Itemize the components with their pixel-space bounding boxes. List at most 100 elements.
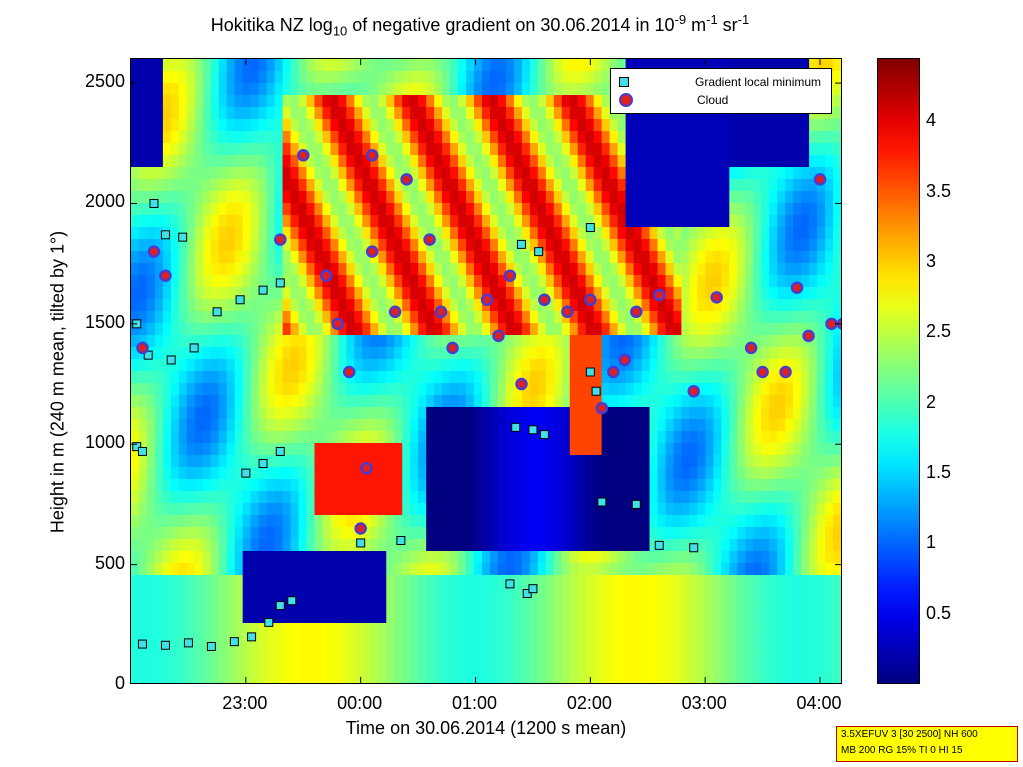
heatmap-cell bbox=[194, 647, 204, 660]
heatmap-cell bbox=[131, 251, 140, 264]
heatmap-cell bbox=[186, 71, 196, 84]
heatmap-cell bbox=[673, 539, 683, 552]
heatmap-cell bbox=[753, 455, 762, 468]
heatmap-cell bbox=[569, 419, 579, 432]
heatmap-cell bbox=[450, 515, 459, 528]
heatmap-cell bbox=[753, 251, 762, 264]
heatmap-cell bbox=[737, 371, 746, 384]
heatmap-cell bbox=[521, 311, 531, 324]
heatmap-cell bbox=[202, 347, 212, 360]
heatmap-cell bbox=[138, 227, 148, 240]
heatmap-cell bbox=[226, 671, 236, 683]
heatmap-cell bbox=[178, 455, 188, 468]
heatmap-cell bbox=[314, 491, 324, 504]
heatmap-cell bbox=[474, 299, 483, 312]
heatmap-cell bbox=[681, 335, 691, 348]
heatmap-cell bbox=[577, 203, 587, 216]
heatmap-cell bbox=[234, 671, 244, 683]
heatmap-cell bbox=[378, 143, 387, 156]
heatmap-cell bbox=[745, 395, 754, 408]
heatmap-cell bbox=[394, 479, 403, 492]
heatmap-cell bbox=[338, 251, 347, 264]
heatmap-cell bbox=[585, 419, 595, 432]
heatmap-cell bbox=[210, 311, 220, 324]
heatmap-cell bbox=[234, 275, 244, 288]
heatmap-cell bbox=[577, 419, 587, 432]
heatmap-cell bbox=[609, 251, 619, 264]
heatmap-cell bbox=[545, 599, 555, 612]
heatmap-cell bbox=[545, 299, 555, 312]
heatmap-cell bbox=[450, 383, 459, 396]
heatmap-cell bbox=[226, 611, 236, 624]
heatmap-cell bbox=[729, 455, 738, 468]
heatmap-cell bbox=[314, 155, 324, 168]
heatmap-cell bbox=[489, 275, 499, 288]
heatmap-cell bbox=[410, 203, 419, 216]
heatmap-cell bbox=[434, 647, 443, 660]
heatmap-cell bbox=[234, 467, 244, 480]
heatmap-cell bbox=[314, 167, 324, 180]
heatmap-cell bbox=[753, 527, 762, 540]
heatmap-cell bbox=[154, 635, 164, 648]
heatmap-cell bbox=[697, 119, 706, 132]
heatmap-cell bbox=[641, 647, 651, 660]
heatmap-cell bbox=[250, 575, 260, 588]
heatmap-cell bbox=[266, 479, 276, 492]
heatmap-cell bbox=[410, 275, 419, 288]
heatmap-cell bbox=[378, 119, 387, 132]
heatmap-cell bbox=[194, 659, 204, 672]
heatmap-cell bbox=[545, 359, 555, 372]
heatmap-cell bbox=[458, 647, 467, 660]
heatmap-cell bbox=[138, 503, 148, 516]
heatmap-cell bbox=[641, 59, 651, 72]
heatmap-cell bbox=[202, 599, 212, 612]
heatmap-cell bbox=[521, 83, 531, 96]
heatmap-cell bbox=[378, 227, 387, 240]
heatmap-cell bbox=[402, 275, 411, 288]
heatmap-cell bbox=[697, 143, 706, 156]
heatmap-cell bbox=[154, 299, 164, 312]
heatmap-cell bbox=[338, 455, 347, 468]
heatmap-cell bbox=[793, 671, 802, 683]
heatmap-cell bbox=[266, 671, 276, 683]
heatmap-cell bbox=[178, 611, 188, 624]
heatmap-cell bbox=[242, 575, 252, 588]
heatmap-cell bbox=[521, 143, 531, 156]
heatmap-cell bbox=[210, 659, 220, 672]
heatmap-cell bbox=[402, 155, 411, 168]
heatmap-cell bbox=[633, 335, 643, 348]
heatmap-cell bbox=[777, 431, 786, 444]
heatmap-cell bbox=[521, 251, 531, 264]
heatmap-cell bbox=[298, 587, 308, 600]
heatmap-cell bbox=[593, 503, 603, 516]
heatmap-cell bbox=[801, 335, 810, 348]
heatmap-cell bbox=[338, 467, 347, 480]
heatmap-cell bbox=[131, 155, 140, 168]
heatmap-cell bbox=[218, 191, 228, 204]
heatmap-cell bbox=[713, 335, 722, 348]
heatmap-cell bbox=[537, 215, 547, 228]
heatmap-cell bbox=[833, 83, 841, 96]
heatmap-cell bbox=[418, 563, 427, 576]
heatmap-cell bbox=[777, 563, 786, 576]
heatmap-cell bbox=[474, 407, 483, 420]
heatmap-cell bbox=[585, 275, 595, 288]
heatmap-cell bbox=[290, 647, 300, 660]
heatmap-cell bbox=[649, 503, 659, 516]
heatmap-cell bbox=[729, 563, 738, 576]
heatmap-cell bbox=[617, 659, 627, 672]
heatmap-cell bbox=[809, 539, 818, 552]
heatmap-cell bbox=[553, 587, 563, 600]
heatmap-cell bbox=[146, 299, 156, 312]
heatmap-cell bbox=[777, 359, 786, 372]
heatmap-cell bbox=[266, 71, 276, 84]
heatmap-cell bbox=[537, 83, 547, 96]
heatmap-cell bbox=[625, 659, 635, 672]
heatmap-cell bbox=[330, 299, 340, 312]
heatmap-cell bbox=[809, 143, 818, 156]
heatmap-cell bbox=[657, 503, 667, 516]
heatmap-cell bbox=[266, 443, 276, 456]
heatmap-cell bbox=[769, 299, 778, 312]
heatmap-cell bbox=[322, 71, 332, 84]
heatmap-cell bbox=[162, 551, 172, 564]
